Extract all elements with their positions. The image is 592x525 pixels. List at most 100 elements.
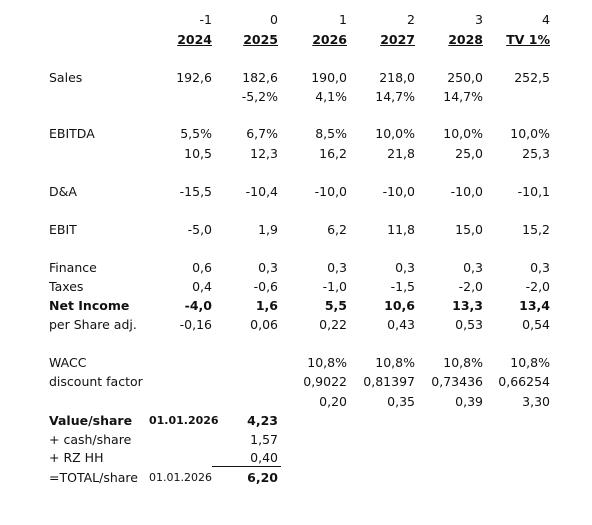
finance-value: 0,3 <box>327 260 347 275</box>
net-income-value: 5,5 <box>324 298 347 313</box>
discount-factor-value: 0,9022 <box>303 374 347 389</box>
ebitda-value: 12,3 <box>250 146 278 161</box>
da-value: -10,0 <box>382 184 415 199</box>
cash-share-label: + cash/share <box>49 432 132 447</box>
da-value: -10,0 <box>450 184 483 199</box>
year-header: 2024 <box>177 32 212 47</box>
sales-growth: -5,2% <box>241 89 278 104</box>
sales-growth: 14,7% <box>375 89 415 104</box>
finance-value: 0,3 <box>530 260 550 275</box>
sales-value: 218,0 <box>379 70 415 85</box>
ebit-value: 1,9 <box>258 222 278 237</box>
discount-factor-value: 0,73436 <box>431 374 483 389</box>
sum-underline <box>212 466 281 467</box>
value-share-date: 01.01.2026 <box>149 414 219 427</box>
ebit-value: -5,0 <box>187 222 212 237</box>
net-income-value: -4,0 <box>184 298 212 313</box>
ebit-value: 15,2 <box>522 222 550 237</box>
finance-value: 0,3 <box>463 260 483 275</box>
wacc-value: 10,8% <box>375 355 415 370</box>
total-share-date: 01.01.2026 <box>149 471 212 484</box>
row-label-da: D&A <box>49 184 77 199</box>
per-share-value: 0,54 <box>522 317 550 332</box>
period-index: -1 <box>199 12 212 27</box>
per-share-value: -0,16 <box>179 317 212 332</box>
ebit-value: 6,2 <box>327 222 347 237</box>
period-index: 4 <box>542 12 550 27</box>
wacc-value: 10,8% <box>443 355 483 370</box>
year-header: 2025 <box>243 32 278 47</box>
net-income-value: 13,4 <box>519 298 550 313</box>
cash-share-value: 1,57 <box>250 432 278 447</box>
taxes-value: 0,4 <box>192 279 212 294</box>
year-header: TV 1% <box>506 32 550 47</box>
value-share-value: 4,23 <box>247 413 278 428</box>
row-label-finance: Finance <box>49 260 97 275</box>
row-label-discount-factor: discount factor <box>49 374 143 389</box>
taxes-value: -2,0 <box>525 279 550 294</box>
year-header: 2028 <box>448 32 483 47</box>
da-value: -10,0 <box>314 184 347 199</box>
net-income-value: 13,3 <box>452 298 483 313</box>
per-share-value: 0,22 <box>319 317 347 332</box>
per-share-value: 0,53 <box>455 317 483 332</box>
taxes-value: -2,0 <box>458 279 483 294</box>
da-value: -10,4 <box>245 184 278 199</box>
row-label-net-income: Net Income <box>49 298 130 313</box>
sales-value: 252,5 <box>514 70 550 85</box>
taxes-value: -1,0 <box>322 279 347 294</box>
ebitda-value: 10,5 <box>184 146 212 161</box>
net-income-value: 10,6 <box>384 298 415 313</box>
row-label-wacc: WACC <box>49 355 87 370</box>
ebitda-margin: 5,5% <box>180 126 212 141</box>
ebitda-margin: 6,7% <box>246 126 278 141</box>
year-header: 2026 <box>312 32 347 47</box>
ebitda-margin: 10,0% <box>375 126 415 141</box>
finance-value: 0,3 <box>395 260 415 275</box>
present-value: 3,30 <box>522 394 550 409</box>
row-label-per-share: per Share adj. <box>49 317 137 332</box>
period-index: 2 <box>407 12 415 27</box>
year-header: 2027 <box>380 32 415 47</box>
period-index: 1 <box>339 12 347 27</box>
present-value: 0,39 <box>455 394 483 409</box>
net-income-value: 1,6 <box>255 298 278 313</box>
row-label-sales: Sales <box>49 70 83 85</box>
sales-value: 250,0 <box>447 70 483 85</box>
discount-factor-value: 0,81397 <box>363 374 415 389</box>
ebitda-margin: 10,0% <box>443 126 483 141</box>
total-share-label: =TOTAL/share <box>49 470 138 485</box>
per-share-value: 0,43 <box>387 317 415 332</box>
present-value: 0,35 <box>387 394 415 409</box>
da-value: -10,1 <box>517 184 550 199</box>
taxes-value: -1,5 <box>390 279 415 294</box>
ebit-value: 15,0 <box>455 222 483 237</box>
per-share-value: 0,06 <box>250 317 278 332</box>
value-share-label: Value/share <box>49 413 133 428</box>
finance-value: 0,3 <box>258 260 278 275</box>
row-label-ebitda: EBITDA <box>49 126 95 141</box>
da-value: -15,5 <box>179 184 212 199</box>
sales-value: 190,0 <box>311 70 347 85</box>
wacc-value: 10,8% <box>307 355 347 370</box>
period-index: 3 <box>475 12 483 27</box>
period-index: 0 <box>270 12 278 27</box>
ebitda-value: 16,2 <box>319 146 347 161</box>
rz-hh-value: 0,40 <box>250 450 278 465</box>
ebitda-margin: 8,5% <box>315 126 347 141</box>
row-label-taxes: Taxes <box>49 279 84 294</box>
ebitda-value: 25,0 <box>455 146 483 161</box>
ebitda-value: 25,3 <box>522 146 550 161</box>
sales-value: 182,6 <box>242 70 278 85</box>
ebitda-value: 21,8 <box>387 146 415 161</box>
wacc-value: 10,8% <box>510 355 550 370</box>
sales-growth: 14,7% <box>443 89 483 104</box>
row-label-ebit: EBIT <box>49 222 77 237</box>
sales-value: 192,6 <box>176 70 212 85</box>
taxes-value: -0,6 <box>253 279 278 294</box>
ebitda-margin: 10,0% <box>510 126 550 141</box>
sales-growth: 4,1% <box>315 89 347 104</box>
total-share-value: 6,20 <box>247 470 278 485</box>
present-value: 0,20 <box>319 394 347 409</box>
ebit-value: 11,8 <box>387 222 415 237</box>
